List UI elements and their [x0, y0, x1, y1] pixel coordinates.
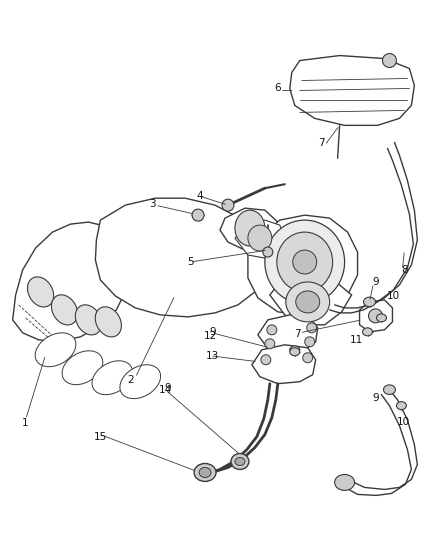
Polygon shape — [13, 222, 130, 342]
Text: 14: 14 — [159, 385, 172, 394]
Ellipse shape — [363, 328, 372, 336]
Polygon shape — [270, 276, 352, 325]
Ellipse shape — [265, 339, 275, 349]
Ellipse shape — [75, 305, 102, 335]
Ellipse shape — [305, 337, 314, 347]
Text: 8: 8 — [401, 265, 408, 275]
Text: 15: 15 — [94, 432, 107, 441]
Polygon shape — [35, 333, 76, 367]
Text: 10: 10 — [387, 291, 400, 301]
Ellipse shape — [263, 247, 273, 257]
Polygon shape — [220, 208, 278, 250]
Polygon shape — [290, 55, 414, 125]
Ellipse shape — [396, 402, 406, 410]
Text: 7: 7 — [318, 139, 325, 148]
Polygon shape — [252, 345, 316, 384]
Ellipse shape — [277, 232, 332, 292]
Ellipse shape — [303, 353, 313, 363]
Polygon shape — [248, 215, 357, 315]
Ellipse shape — [51, 295, 78, 325]
Text: 7: 7 — [294, 329, 301, 339]
Ellipse shape — [296, 291, 320, 313]
Text: 9: 9 — [210, 327, 216, 337]
Ellipse shape — [222, 199, 234, 211]
Ellipse shape — [290, 348, 300, 356]
Polygon shape — [235, 220, 285, 258]
Polygon shape — [360, 300, 392, 332]
Text: 5: 5 — [187, 257, 194, 267]
Text: 9: 9 — [165, 383, 171, 393]
Ellipse shape — [307, 323, 317, 333]
Ellipse shape — [194, 464, 216, 481]
Polygon shape — [258, 315, 318, 352]
Ellipse shape — [231, 454, 249, 470]
Ellipse shape — [95, 307, 121, 337]
Ellipse shape — [265, 220, 345, 304]
Polygon shape — [95, 198, 268, 317]
Ellipse shape — [235, 457, 245, 465]
Ellipse shape — [199, 467, 211, 478]
Ellipse shape — [261, 355, 271, 365]
Ellipse shape — [364, 297, 375, 306]
Text: 9: 9 — [372, 277, 379, 287]
Ellipse shape — [382, 53, 396, 68]
Ellipse shape — [368, 309, 382, 323]
Polygon shape — [62, 351, 103, 385]
Text: 3: 3 — [149, 199, 155, 209]
Ellipse shape — [335, 474, 355, 490]
Ellipse shape — [293, 250, 317, 274]
Ellipse shape — [248, 225, 272, 251]
Text: 13: 13 — [205, 351, 219, 361]
Ellipse shape — [377, 314, 386, 322]
Text: 9: 9 — [372, 393, 379, 402]
Ellipse shape — [28, 277, 53, 307]
Polygon shape — [92, 361, 133, 394]
Text: 1: 1 — [22, 417, 29, 427]
Ellipse shape — [290, 346, 300, 354]
Ellipse shape — [235, 210, 265, 246]
Text: 6: 6 — [275, 84, 281, 93]
Text: 4: 4 — [197, 191, 203, 201]
Polygon shape — [120, 365, 161, 399]
Text: 11: 11 — [350, 335, 363, 345]
Ellipse shape — [286, 282, 330, 322]
Ellipse shape — [192, 209, 204, 221]
Ellipse shape — [384, 385, 396, 394]
Text: 12: 12 — [203, 331, 217, 341]
Text: 10: 10 — [397, 417, 410, 426]
Text: 2: 2 — [127, 375, 134, 385]
Ellipse shape — [267, 325, 277, 335]
